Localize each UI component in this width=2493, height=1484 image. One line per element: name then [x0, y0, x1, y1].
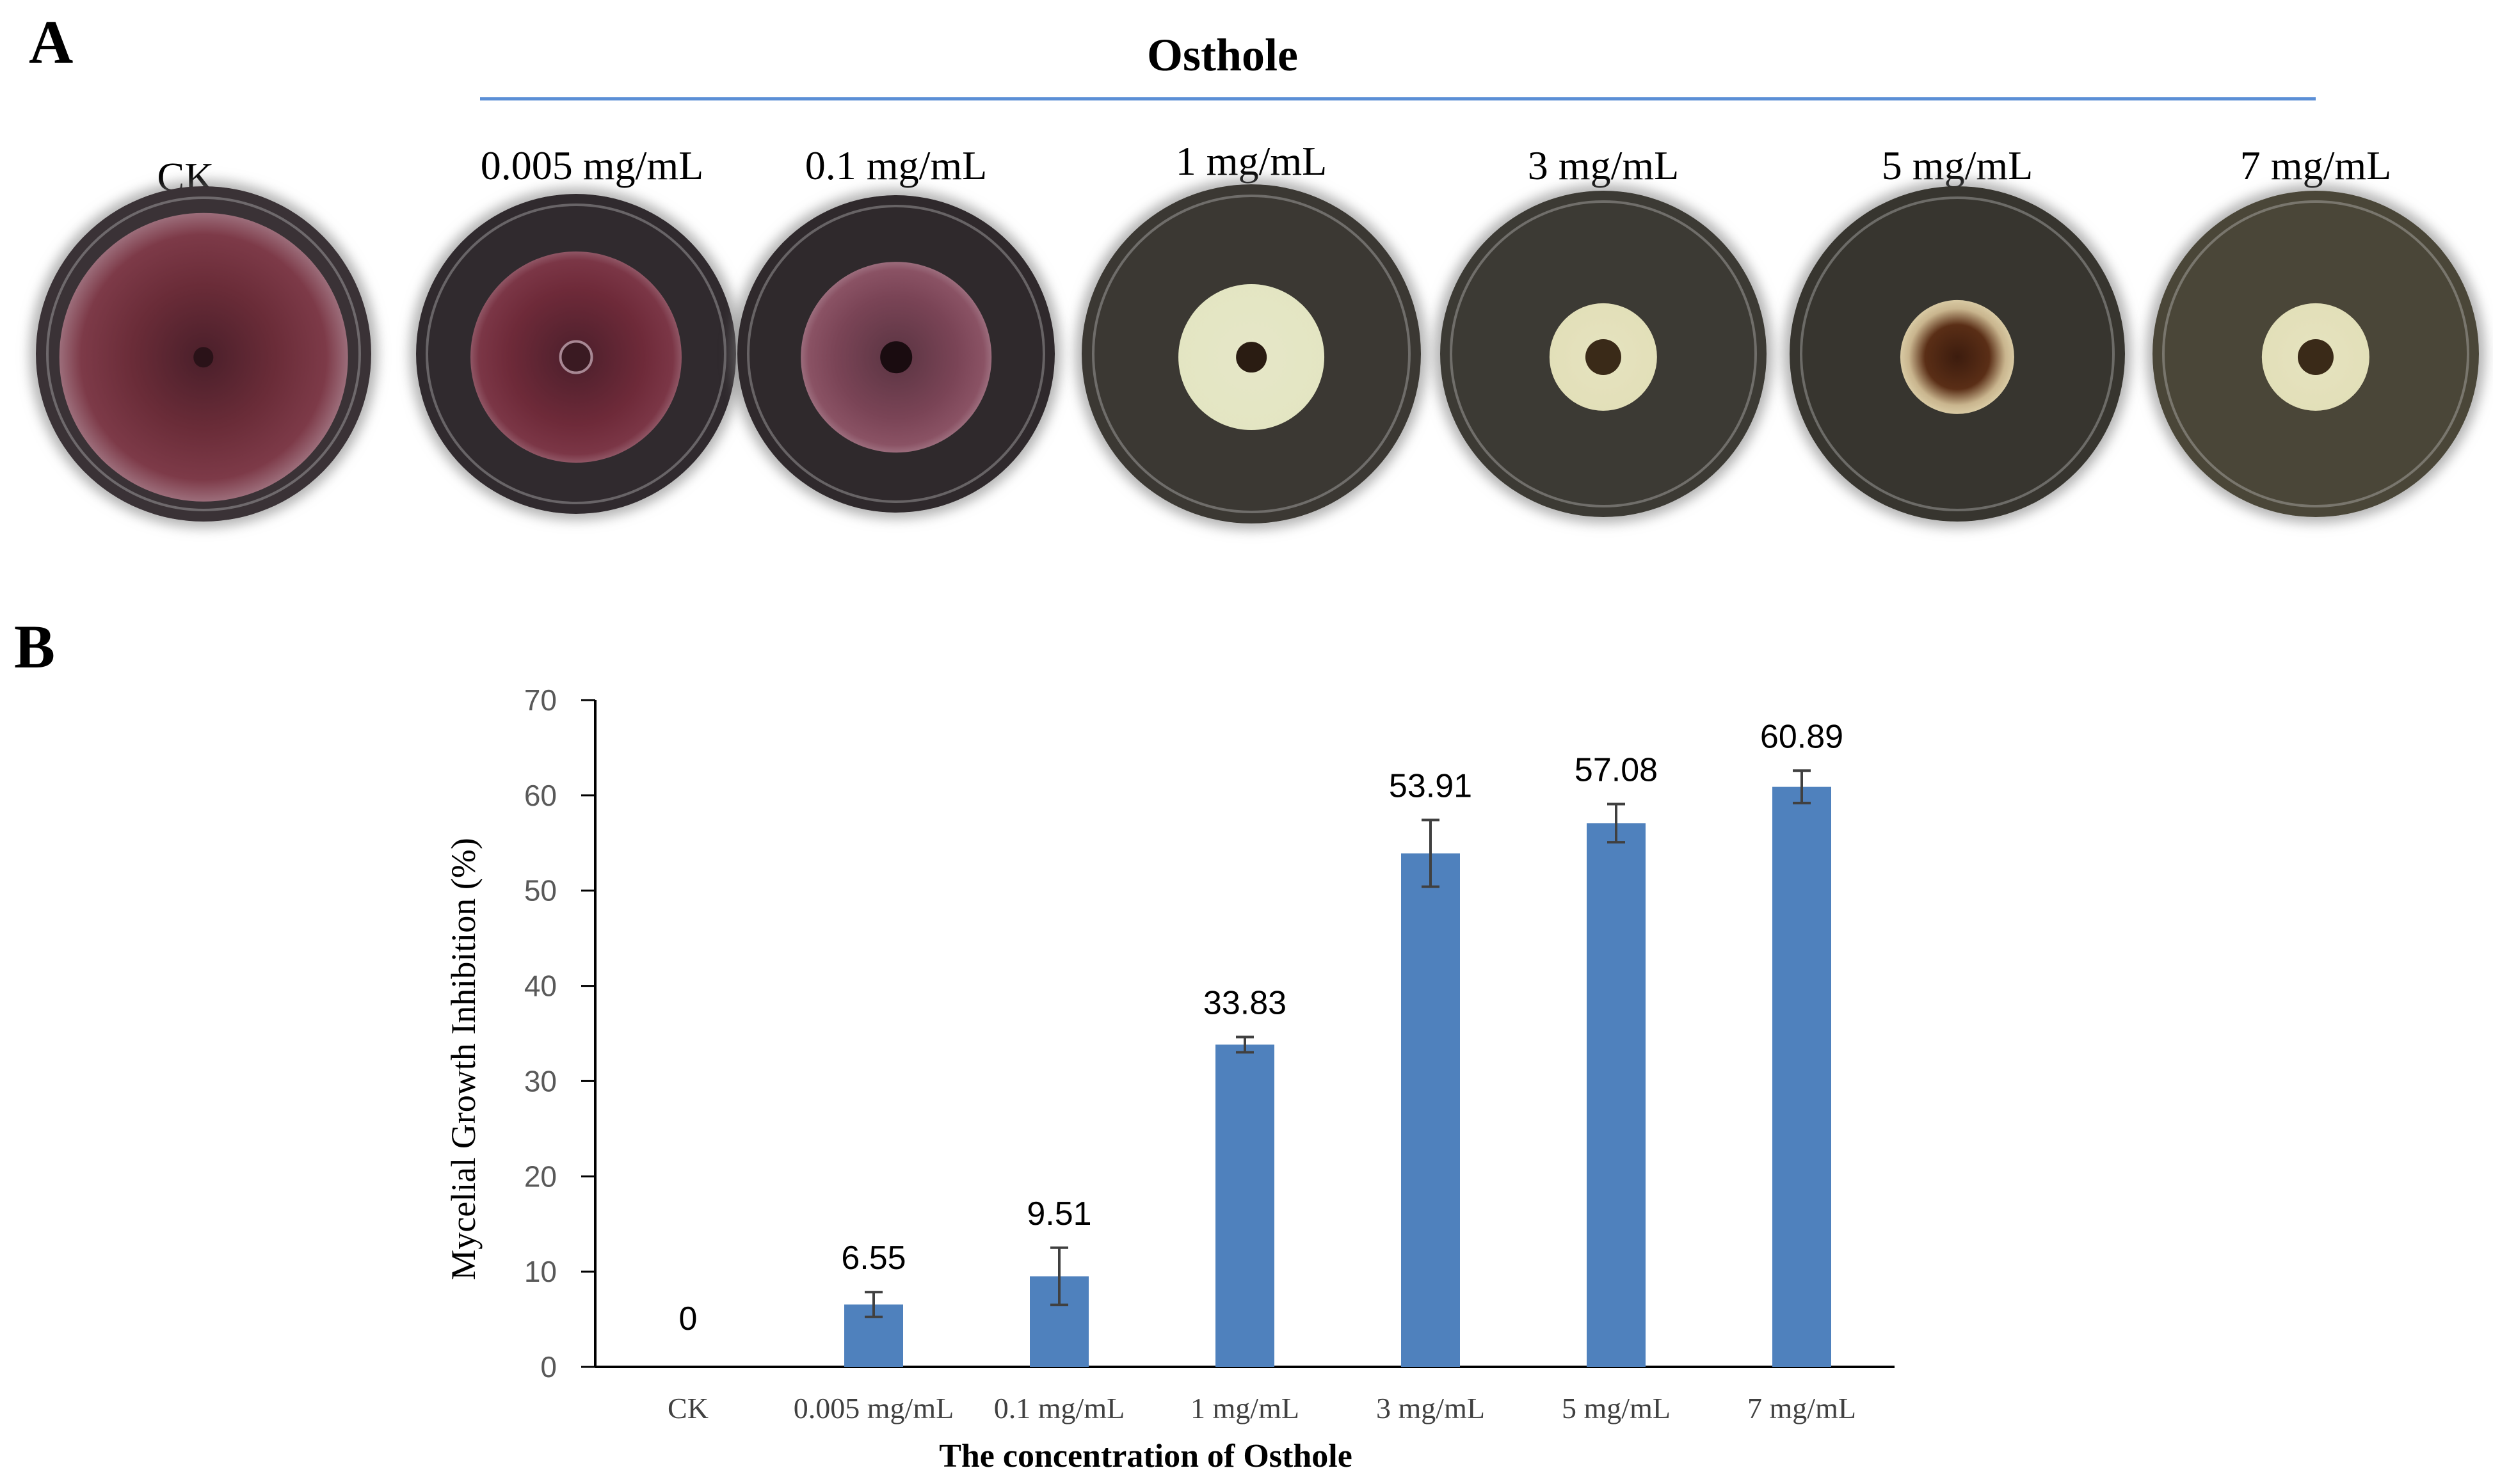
petri-dish-photo [737, 195, 1055, 513]
data-label: 60.89 [1760, 718, 1843, 755]
petri-dish-photo [416, 194, 736, 514]
x-tick-label: 3 mg/mL [1376, 1392, 1485, 1424]
x-tick-label: 0.1 mg/mL [994, 1392, 1125, 1424]
x-tick-label: 5 mg/mL [1562, 1392, 1671, 1424]
petri-dish-photo [36, 186, 371, 522]
y-tick-label: 70 [524, 683, 557, 717]
y-tick-label: 50 [524, 874, 557, 907]
data-label: 53.91 [1389, 767, 1472, 804]
bar [1215, 1044, 1274, 1367]
data-label: 0 [679, 1300, 698, 1337]
y-tick-label: 0 [540, 1350, 557, 1384]
bar [1401, 853, 1460, 1367]
panel-b-letter: B [14, 612, 56, 681]
osthole-group-line [480, 97, 2316, 100]
data-label: 33.83 [1203, 985, 1287, 1022]
plate-label: 3 mg/mL [1527, 143, 1679, 188]
data-label: 9.51 [1027, 1195, 1091, 1233]
y-tick-label: 10 [524, 1255, 557, 1288]
x-axis-title: The concentration of Osthole [939, 1438, 1352, 1474]
petri-dish-photo [2152, 191, 2479, 517]
panel-a-letter: A [29, 8, 74, 76]
petri-dish-photo [1790, 186, 2125, 522]
data-label: 57.08 [1575, 752, 1658, 789]
x-tick-label: 1 mg/mL [1190, 1392, 1299, 1424]
x-tick-label: 0.005 mg/mL [794, 1392, 954, 1424]
plate-label: 0.1 mg/mL [805, 143, 988, 188]
bar [1772, 786, 1831, 1367]
y-axis-title: Mycelial Growth Inhibition (%) [444, 838, 483, 1280]
x-tick-label: CK [668, 1392, 709, 1424]
petri-dish-photo [1440, 191, 1767, 517]
data-label: 6.55 [841, 1240, 906, 1277]
fungal-colony [1900, 300, 2015, 415]
osthole-group-title: Osthole [1146, 29, 1298, 81]
petri-dish-photo [1082, 184, 1421, 523]
plate-label: 5 mg/mL [1881, 143, 2033, 188]
y-tick-label: 20 [524, 1160, 557, 1193]
plate-label: 0.005 mg/mL [480, 143, 704, 188]
plate-label: 7 mg/mL [2240, 143, 2392, 188]
plate-label: 1 mg/mL [1175, 138, 1327, 184]
x-tick-label: 7 mg/mL [1747, 1392, 1856, 1424]
bar [1587, 823, 1646, 1367]
y-tick-label: 60 [524, 779, 557, 812]
y-tick-label: 30 [524, 1064, 557, 1097]
y-tick-label: 40 [524, 969, 557, 1003]
